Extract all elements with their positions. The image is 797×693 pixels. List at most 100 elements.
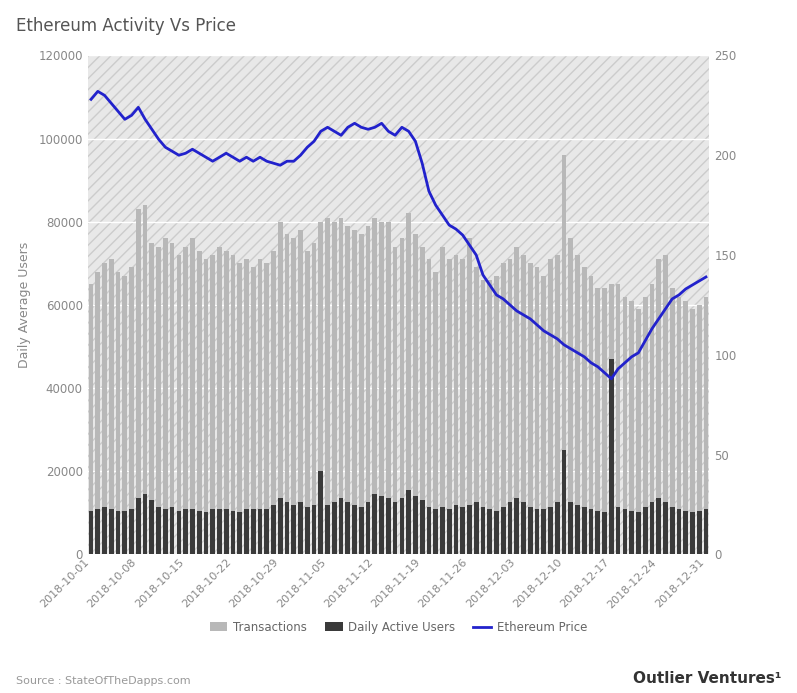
Bar — [136, 209, 141, 554]
Bar — [589, 276, 594, 554]
Bar — [170, 507, 175, 554]
Bar — [379, 222, 384, 554]
Bar — [420, 500, 425, 554]
Bar — [339, 498, 344, 554]
Bar — [494, 276, 499, 554]
Bar — [481, 280, 485, 554]
Bar — [305, 251, 310, 554]
Bar — [265, 263, 269, 554]
Bar — [453, 505, 458, 554]
Bar — [447, 509, 452, 554]
Y-axis label: Daily Average Users: Daily Average Users — [18, 242, 31, 368]
Bar — [325, 505, 330, 554]
Bar — [257, 259, 262, 554]
Bar — [102, 507, 107, 554]
Bar — [197, 251, 202, 554]
Bar — [508, 259, 512, 554]
Text: Source : StateOfTheDapps.com: Source : StateOfTheDapps.com — [16, 676, 190, 686]
Bar — [467, 505, 472, 554]
Bar — [116, 511, 120, 554]
Bar — [129, 509, 134, 554]
Bar — [690, 309, 695, 554]
Bar — [224, 509, 229, 554]
Bar — [603, 512, 607, 554]
Bar — [575, 505, 580, 554]
Bar — [88, 511, 93, 554]
Bar — [630, 511, 634, 554]
Bar — [650, 284, 654, 554]
Bar — [616, 284, 621, 554]
Bar — [501, 507, 505, 554]
Bar — [183, 509, 188, 554]
Bar — [528, 507, 532, 554]
Bar — [339, 218, 344, 554]
Bar — [244, 509, 249, 554]
Ethereum Price — [573, 349, 583, 357]
Bar — [238, 263, 242, 554]
Bar — [150, 500, 155, 554]
Bar — [319, 222, 323, 554]
Bar — [426, 507, 431, 554]
Bar — [298, 502, 303, 554]
Ethereum Price — [579, 353, 589, 361]
Ethereum Price — [614, 365, 623, 373]
Bar — [434, 272, 438, 554]
Bar — [271, 505, 276, 554]
Bar — [109, 509, 114, 554]
Bar — [230, 511, 235, 554]
Bar — [393, 502, 398, 554]
Ethereum Price — [607, 375, 616, 383]
Bar — [413, 496, 418, 554]
Bar — [514, 247, 519, 554]
Bar — [697, 511, 701, 554]
Bar — [257, 509, 262, 554]
Bar — [575, 255, 580, 554]
Bar — [366, 226, 371, 554]
Bar — [292, 505, 296, 554]
Bar — [305, 507, 310, 554]
Bar — [426, 259, 431, 554]
Bar — [271, 251, 276, 554]
Bar — [176, 255, 181, 554]
Line: Ethereum Price: Ethereum Price — [91, 91, 706, 379]
Bar — [413, 234, 418, 554]
Bar — [156, 507, 161, 554]
Bar — [345, 226, 350, 554]
Bar — [123, 276, 128, 554]
Bar — [528, 263, 532, 554]
Bar — [163, 509, 167, 554]
Bar — [656, 259, 661, 554]
Bar — [514, 498, 519, 554]
Bar — [96, 272, 100, 554]
Bar — [312, 505, 316, 554]
Bar — [203, 259, 208, 554]
Bar — [461, 259, 465, 554]
Bar — [312, 243, 316, 554]
Bar — [669, 507, 674, 554]
Bar — [683, 301, 688, 554]
Bar — [359, 234, 363, 554]
Bar — [704, 297, 709, 554]
Bar — [467, 238, 472, 554]
Bar — [352, 505, 357, 554]
Bar — [474, 267, 478, 554]
Bar — [265, 509, 269, 554]
Bar — [697, 305, 701, 554]
Bar — [278, 222, 283, 554]
Bar — [642, 297, 647, 554]
Bar — [650, 502, 654, 554]
Bar — [622, 297, 627, 554]
Bar — [461, 507, 465, 554]
Bar — [116, 272, 120, 554]
Bar — [278, 498, 283, 554]
Bar — [663, 255, 668, 554]
Bar — [190, 509, 194, 554]
Bar — [366, 502, 371, 554]
Bar — [88, 284, 93, 554]
Ethereum Price — [587, 359, 596, 367]
Legend: Transactions, Daily Active Users, Ethereum Price: Transactions, Daily Active Users, Ethere… — [205, 616, 592, 638]
Bar — [474, 502, 478, 554]
Bar — [487, 280, 492, 554]
Bar — [123, 511, 128, 554]
Bar — [521, 502, 526, 554]
